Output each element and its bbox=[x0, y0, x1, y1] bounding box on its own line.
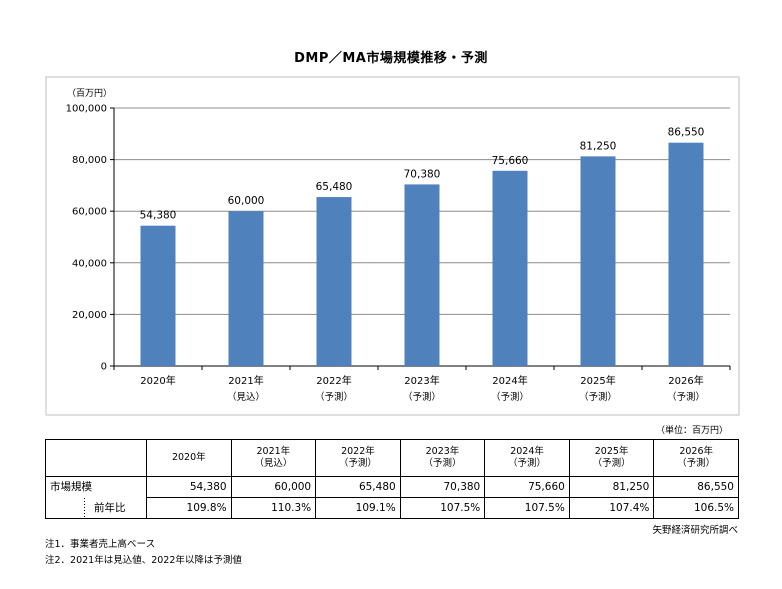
bar-chart: 0 20,000 40,000 60,000 80,000 100,000 54,380 20… bbox=[45, 76, 740, 416]
table-corner-cell bbox=[45, 439, 147, 477]
x-tick-label: 2021年 bbox=[228, 374, 263, 387]
x-tick-label: 2026年 bbox=[668, 374, 703, 387]
x-tick-label: 2025年 bbox=[580, 374, 615, 387]
x-tick-label: 2024年 bbox=[492, 374, 527, 387]
unit-label: （百万円） bbox=[67, 88, 112, 99]
bar-value-label: 86,550 bbox=[668, 127, 705, 139]
table-header-row: 2020年 2021年 （見込） 2022年 （予測） 2023年 （予測） 2024… bbox=[45, 439, 739, 477]
row-label-market-size: 市場規模 bbox=[45, 476, 147, 498]
table-cell: 70,380 bbox=[399, 476, 486, 498]
note-1: 注1．事業者売上高ベース bbox=[45, 539, 156, 550]
bar-value-label: 81,250 bbox=[580, 140, 617, 152]
x-tick-sublabel: （予測） bbox=[579, 391, 617, 403]
table-header-cell: 2020年 bbox=[146, 439, 232, 477]
chart-title: DMP／MA市場規模推移・予測 bbox=[294, 51, 488, 66]
table-cell: 86,550 bbox=[653, 476, 739, 498]
x-tick-label: 2022年 bbox=[316, 374, 351, 387]
bar-value-label: 54,380 bbox=[140, 210, 177, 222]
x-tick-sublabel: （見込） bbox=[227, 391, 265, 403]
table-header-cell: 2023年 （予測） bbox=[399, 439, 486, 477]
table-header-cell: 2025年 （予測） bbox=[568, 439, 655, 477]
table-header-cell: 2024年 （予測） bbox=[484, 439, 570, 477]
source-note: 矢野経済研究所調べ bbox=[652, 525, 738, 536]
x-tick-sublabel: （予測） bbox=[403, 391, 441, 403]
table-header-cell: 2022年 （予測） bbox=[315, 439, 401, 477]
table-header-cell: 2021年 （見込） bbox=[230, 439, 317, 477]
x-tick-label: 2023年 bbox=[404, 374, 439, 387]
notes: 注1．事業者売上高ベース 注2．2021年は見込値、2022年以降は予測値 bbox=[45, 537, 242, 569]
bar bbox=[140, 225, 176, 366]
table-header-cell: 2026年 （予測） bbox=[653, 439, 739, 477]
table-cell: 60,000 bbox=[230, 476, 317, 498]
bar-value-label: 65,480 bbox=[316, 181, 353, 193]
x-tick-sublabel: （予測） bbox=[315, 391, 353, 403]
x-tick-sublabel: （予測） bbox=[491, 391, 529, 403]
y-tick-label: 40,000 bbox=[72, 258, 107, 269]
table-cell: 75,660 bbox=[484, 476, 570, 498]
table-cell: 107.5% bbox=[399, 497, 486, 519]
bar bbox=[404, 184, 440, 366]
bar-value-label: 75,660 bbox=[492, 155, 529, 167]
row-label-yoy: 前年比 bbox=[45, 497, 147, 519]
table-cell: 110.3% bbox=[230, 497, 317, 519]
bar bbox=[668, 142, 704, 366]
table-cell: 109.1% bbox=[315, 497, 401, 519]
bar bbox=[492, 170, 528, 366]
note-2: 注2．2021年は見込値、2022年以降は予測値 bbox=[45, 555, 242, 566]
x-tick-sublabel: （予測） bbox=[667, 391, 705, 403]
bar-value-label: 60,000 bbox=[228, 195, 265, 207]
y-tick-label: 20,000 bbox=[72, 310, 107, 321]
x-tick-label: 2020年 bbox=[140, 374, 175, 387]
data-table: 2020年 2021年 （見込） 2022年 （予測） 2023年 （予測） 2024… bbox=[45, 439, 739, 519]
table-cell: 107.5% bbox=[484, 497, 570, 519]
table-cell: 81,250 bbox=[568, 476, 655, 498]
table-unit-note: （単位：百万円） bbox=[655, 426, 728, 436]
table-row-market-size: 市場規模 54,380 60,000 65,480 70,380 75,660 … bbox=[45, 476, 739, 498]
y-tick-label: 100,000 bbox=[66, 104, 107, 115]
table-cell: 106.5% bbox=[653, 497, 739, 519]
bar bbox=[580, 156, 616, 366]
table-cell: 65,480 bbox=[315, 476, 401, 498]
bar bbox=[316, 197, 352, 366]
y-tick-label: 0 bbox=[101, 362, 107, 373]
y-tick-label: 60,000 bbox=[72, 207, 107, 218]
bar bbox=[228, 211, 264, 366]
bar-value-label: 70,380 bbox=[404, 168, 441, 180]
y-tick-label: 80,000 bbox=[72, 155, 107, 166]
table-cell: 54,380 bbox=[146, 476, 232, 498]
table-cell: 109.8% bbox=[146, 497, 232, 519]
table-row-yoy: 前年比 109.8% 110.3% 109.1% 107.5% 107.5% 1… bbox=[45, 497, 739, 519]
table-cell: 107.4% bbox=[568, 497, 655, 519]
